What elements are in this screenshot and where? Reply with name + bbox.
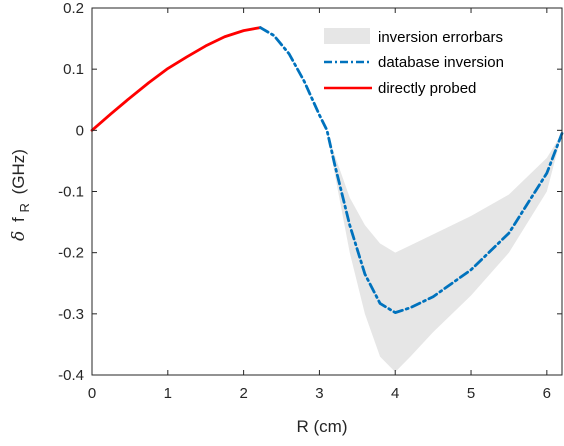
x-tick-label: 4	[391, 385, 399, 402]
x-tick-label: 2	[239, 385, 247, 402]
x-tick-label: 3	[315, 385, 323, 402]
y-axis-label-suffix: (GHz)	[9, 149, 28, 194]
legend-label-directly-probed: directly probed	[378, 80, 476, 97]
y-axis-label: δ f R (GHz)	[9, 149, 33, 241]
legend: inversion errorbars database inversion d…	[324, 28, 504, 97]
x-tick-label: 1	[164, 385, 172, 402]
y-tick-label: -0.3	[58, 306, 84, 323]
x-tick-labels: 0 1 2 3 4 5 6	[88, 385, 551, 402]
legend-label-errorbars: inversion errorbars	[378, 29, 503, 46]
y-axis-label-prefix: δ	[9, 231, 29, 241]
y-tick-label: -0.2	[58, 245, 84, 262]
series-line-database-inversion	[258, 26, 564, 315]
errorbar-band-layer	[327, 130, 562, 372]
y-axis-label-subscript: R	[17, 203, 32, 212]
errorbar-band	[327, 130, 562, 372]
y-axis-label-main: f	[9, 217, 28, 222]
axes-layer	[91, 7, 563, 376]
x-axis-label: R (cm)	[297, 417, 348, 436]
series-line-directly-probed	[90, 26, 262, 132]
y-tick-labels: -0.4 -0.3 -0.2 -0.1 0 0.1 0.2	[58, 0, 84, 384]
x-tick-label: 0	[88, 385, 96, 402]
y-tick-label: 0.1	[63, 61, 84, 78]
y-tick-label: 0	[76, 122, 84, 139]
y-tick-label: 0.2	[63, 0, 84, 17]
x-tick-label: 5	[467, 385, 475, 402]
y-tick-label: -0.4	[58, 367, 84, 384]
legend-label-database-inversion: database inversion	[378, 54, 504, 71]
x-tick-label: 6	[543, 385, 551, 402]
y-tick-label: -0.1	[58, 184, 84, 201]
series-line-layer	[90, 26, 564, 315]
legend-swatch-errorbars	[324, 28, 370, 44]
